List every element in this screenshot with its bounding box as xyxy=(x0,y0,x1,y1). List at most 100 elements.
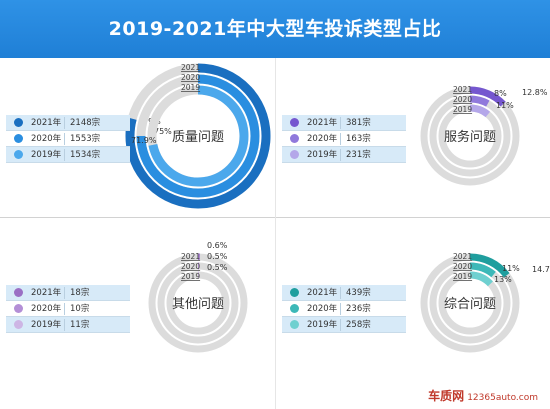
ring-year-label: 2021 xyxy=(453,85,472,94)
legend-year: 2021年 xyxy=(31,288,62,298)
share-label: 8% xyxy=(494,89,507,98)
ring-arc-2020 xyxy=(136,74,260,198)
legend-separator xyxy=(64,117,65,129)
ring-year-label: 2019 xyxy=(181,272,200,281)
category-label: 综合问题 xyxy=(444,297,496,312)
legend-year: 2019年 xyxy=(31,320,62,330)
legend-row: 2019年 1534宗 xyxy=(6,147,130,163)
legend-separator xyxy=(64,303,65,315)
ring-year-label: 2019 xyxy=(181,83,200,92)
legend-swatch xyxy=(14,288,23,297)
legend-row: 2021年 2148宗 xyxy=(6,115,130,131)
legend-year: 2021年 xyxy=(307,288,338,298)
legend-year: 2020年 xyxy=(307,304,338,314)
legend-count: 163宗 xyxy=(346,134,371,144)
legend-row: 2020年 1553宗 xyxy=(6,131,130,147)
legend-row: 2019年 231宗 xyxy=(282,147,406,163)
legend-row: 2019年 11宗 xyxy=(6,317,130,333)
legend-separator xyxy=(64,319,65,331)
ring-arc-2021 xyxy=(469,253,510,278)
legend-count: 1534宗 xyxy=(70,150,101,160)
share-label: 11% xyxy=(496,101,514,110)
legend-other: 2021年 18宗 2020年 10宗 2019年 11宗 xyxy=(6,285,130,333)
legend-separator xyxy=(340,133,341,145)
legend-count: 2148宗 xyxy=(70,118,101,128)
legend-count: 231宗 xyxy=(346,150,371,160)
category-label: 质量问题 xyxy=(172,130,224,145)
donut-panel-4: 2021 14.7% 2020 11% 2019 13% 综合问题 xyxy=(420,252,550,353)
legend-separator xyxy=(340,287,341,299)
legend-separator xyxy=(64,133,65,145)
legend-year: 2019年 xyxy=(307,150,338,160)
legend-count: 258宗 xyxy=(346,320,371,330)
legend-year: 2020年 xyxy=(31,304,62,314)
ring-year-label: 2021 xyxy=(181,252,200,261)
legend-quality: 2021年 2148宗 2020年 1553宗 2019年 1534宗 xyxy=(6,115,130,163)
ring-arc-2020 xyxy=(469,95,490,107)
legend-swatch xyxy=(290,150,299,159)
ring-arc-2021 xyxy=(125,63,271,209)
legend-row: 2020年 236宗 xyxy=(282,301,406,317)
legend-separator xyxy=(340,319,341,331)
legend-count: 236宗 xyxy=(346,304,371,314)
legend-separator xyxy=(340,303,341,315)
legend-row: 2021年 381宗 xyxy=(282,115,406,131)
share-label: 14.7% xyxy=(532,265,550,274)
ring-arc-2020 xyxy=(469,262,496,278)
legend-separator xyxy=(64,149,65,161)
legend-service: 2021年 381宗 2020年 163宗 2019年 231宗 xyxy=(282,115,406,163)
share-label: 12.8% xyxy=(522,88,548,97)
legend-swatch xyxy=(290,118,299,127)
legend-year: 2020年 xyxy=(307,134,338,144)
panel-divider-vertical xyxy=(275,58,276,409)
legend-swatch xyxy=(14,118,23,127)
legend-separator xyxy=(340,149,341,161)
share-label: 75% xyxy=(154,127,172,136)
share-label: 0.5% xyxy=(207,252,228,261)
ring-year-label: 2020 xyxy=(181,73,200,82)
legend-year: 2019年 xyxy=(307,320,338,330)
legend-count: 10宗 xyxy=(70,304,90,314)
legend-swatch xyxy=(290,134,299,143)
legend-row: 2020年 10宗 xyxy=(6,301,130,317)
legend-row: 2021年 439宗 xyxy=(282,285,406,301)
watermark-url: 12365auto.com xyxy=(467,393,538,403)
donut-panel-2: 2021 12.8% 2020 8% 2019 11% 服务问题 xyxy=(420,85,548,186)
ring-arc-2019 xyxy=(148,85,249,187)
ring-year-label: 2020 xyxy=(453,262,472,271)
legend-general: 2021年 439宗 2020年 236宗 2019年 258宗 xyxy=(282,285,406,333)
ring-arc-2021 xyxy=(469,86,506,107)
legend-row: 2021年 18宗 xyxy=(6,285,130,301)
legend-row: 2020年 163宗 xyxy=(282,131,406,147)
legend-row: 2019年 258宗 xyxy=(282,317,406,333)
legend-separator xyxy=(64,287,65,299)
watermark-brand: 车质网 xyxy=(428,389,465,403)
ring-year-label: 2019 xyxy=(453,105,472,114)
share-label: 13% xyxy=(494,275,512,284)
legend-swatch xyxy=(14,304,23,313)
legend-count: 381宗 xyxy=(346,118,371,128)
legend-count: 18宗 xyxy=(70,288,90,298)
ring-arc-2019 xyxy=(469,104,491,118)
legend-swatch xyxy=(14,320,23,329)
ring-year-label: 2019 xyxy=(453,272,472,281)
title-banner xyxy=(0,0,550,58)
legend-year: 2021年 xyxy=(307,118,338,128)
ring-arc-2019 xyxy=(469,271,493,287)
legend-count: 1553宗 xyxy=(70,134,101,144)
category-label: 其他问题 xyxy=(172,297,224,312)
legend-year: 2019年 xyxy=(31,150,62,160)
legend-swatch xyxy=(290,320,299,329)
legend-separator xyxy=(340,117,341,129)
legend-swatch xyxy=(14,150,23,159)
ring-year-label: 2020 xyxy=(181,262,200,271)
chart-title: 2019-2021年中大型车投诉类型占比 xyxy=(108,18,442,40)
legend-year: 2021年 xyxy=(31,118,62,128)
watermark: 车质网 12365auto.com xyxy=(428,387,538,405)
share-label: 71.9% xyxy=(131,136,157,145)
share-label: 0.5% xyxy=(207,263,228,272)
ring-year-label: 2021 xyxy=(453,252,472,261)
legend-year: 2020年 xyxy=(31,134,62,144)
